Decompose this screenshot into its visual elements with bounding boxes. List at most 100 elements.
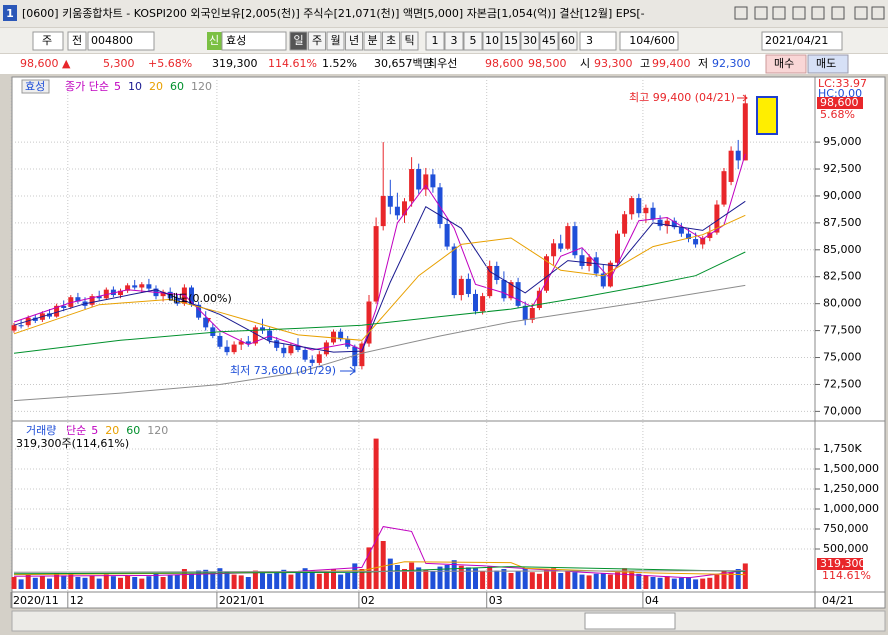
- sell-button[interactable]: [807, 54, 849, 74]
- candle-body: [373, 226, 379, 302]
- candle-body: [657, 219, 663, 227]
- volume-bar: [274, 572, 280, 589]
- candle-body: [96, 296, 102, 299]
- candle-body: [103, 289, 109, 299]
- interval-button[interactable]: [326, 31, 345, 51]
- x-tick-label: 04: [645, 594, 659, 607]
- volume-bar: [551, 568, 557, 589]
- interval-label: 일: [293, 33, 303, 47]
- volume-bar: [473, 568, 478, 589]
- volume-bar: [281, 569, 287, 589]
- buy-button[interactable]: [765, 54, 807, 74]
- date-label: 04/21: [822, 594, 854, 607]
- ma-line: [13, 200, 746, 353]
- volume-bar: [338, 574, 344, 589]
- scroll-thumb[interactable]: [584, 612, 676, 630]
- candle-body: [600, 273, 606, 287]
- volume-bar: [657, 577, 663, 589]
- minute-label: 15: [504, 34, 518, 47]
- prev-button[interactable]: [67, 31, 87, 51]
- interval-button[interactable]: [400, 31, 419, 51]
- volume-bar: [643, 575, 649, 589]
- volume-bar: [607, 574, 613, 589]
- minute-button[interactable]: [444, 31, 464, 51]
- price: 98,600 ▲: [20, 57, 71, 70]
- candle-body: [89, 296, 95, 305]
- volume-bar: [742, 563, 748, 589]
- rate: +5.68%: [148, 57, 192, 70]
- window-title: [0600] 키움종합차트 - KOSPI200 외국인보유[2,005(천)]…: [22, 6, 645, 20]
- low-label: 저: [698, 57, 708, 70]
- candle-body: [75, 297, 81, 302]
- scrollbar[interactable]: [11, 610, 886, 632]
- minute-button[interactable]: [520, 31, 540, 51]
- volume-bar: [82, 577, 88, 589]
- volume-bar: [217, 568, 223, 589]
- minute-button[interactable]: [482, 31, 502, 51]
- candle-body: [629, 198, 635, 215]
- candle-body: [451, 246, 457, 296]
- volume-bar: [153, 573, 159, 589]
- last-volume-tag: [817, 558, 863, 570]
- volume-bar: [309, 570, 315, 589]
- y-tick-label: 500,000: [823, 542, 869, 555]
- change-label: 5.68%: [820, 108, 855, 121]
- minute-button[interactable]: [425, 31, 445, 51]
- minute-button[interactable]: [558, 31, 578, 51]
- y-tick-label: 72,500: [823, 377, 862, 390]
- candle-body: [118, 290, 123, 296]
- credit: 신: [209, 34, 219, 47]
- volume-bar: [373, 438, 379, 589]
- period-select[interactable]: [32, 31, 64, 51]
- code-input[interactable]: [87, 31, 155, 51]
- legend-ma-title: 단순: [66, 424, 86, 437]
- candle-body: [345, 339, 351, 347]
- candle-body: [558, 243, 564, 249]
- candle-body: [579, 255, 585, 266]
- ma-line: [13, 570, 746, 573]
- volume-bar: [387, 558, 393, 589]
- candle-body: [714, 204, 720, 233]
- interval-button[interactable]: [308, 31, 326, 51]
- volume-bar: [700, 578, 706, 589]
- minute-button[interactable]: [463, 31, 483, 51]
- minute-button[interactable]: [539, 31, 559, 51]
- high-label: 고: [640, 57, 650, 70]
- candle-body: [515, 282, 521, 306]
- candle-body: [295, 345, 301, 350]
- volume-bar: [600, 573, 606, 589]
- annotation-arrow: [737, 94, 748, 102]
- window-number: 1: [6, 7, 14, 20]
- minute-label: 45: [542, 34, 556, 47]
- candle-body: [458, 278, 464, 296]
- volume-bar: [593, 573, 599, 589]
- interval-button[interactable]: [363, 31, 382, 51]
- volume-bar: [238, 575, 244, 589]
- candle-body: [700, 237, 706, 245]
- candle-body: [238, 341, 244, 345]
- interval-label: 년: [349, 34, 359, 47]
- volume-bar: [267, 573, 273, 589]
- interval-button[interactable]: [289, 31, 308, 51]
- count-select[interactable]: [579, 31, 617, 51]
- volume-bar: [295, 573, 301, 589]
- legend-title: 효성: [25, 80, 45, 93]
- volume-bar: [316, 573, 322, 589]
- volume-bar: [210, 572, 216, 589]
- interval-button[interactable]: [345, 31, 363, 51]
- volume-bar: [32, 577, 38, 589]
- range-box: [619, 31, 679, 51]
- best-label: 최우선: [427, 57, 457, 70]
- volume-bar: [622, 568, 628, 589]
- candle-body: [338, 331, 344, 340]
- volume: 319,300: [212, 57, 258, 70]
- interval-button[interactable]: [382, 31, 400, 51]
- volume-bar: [487, 566, 493, 589]
- volume-bar: [465, 567, 471, 589]
- annotation: 최고 99,400 (04/21): [629, 91, 735, 104]
- candle-body: [245, 341, 251, 344]
- date-input[interactable]: [761, 31, 843, 51]
- minute-button[interactable]: [501, 31, 521, 51]
- window-buttons[interactable]: [734, 6, 885, 20]
